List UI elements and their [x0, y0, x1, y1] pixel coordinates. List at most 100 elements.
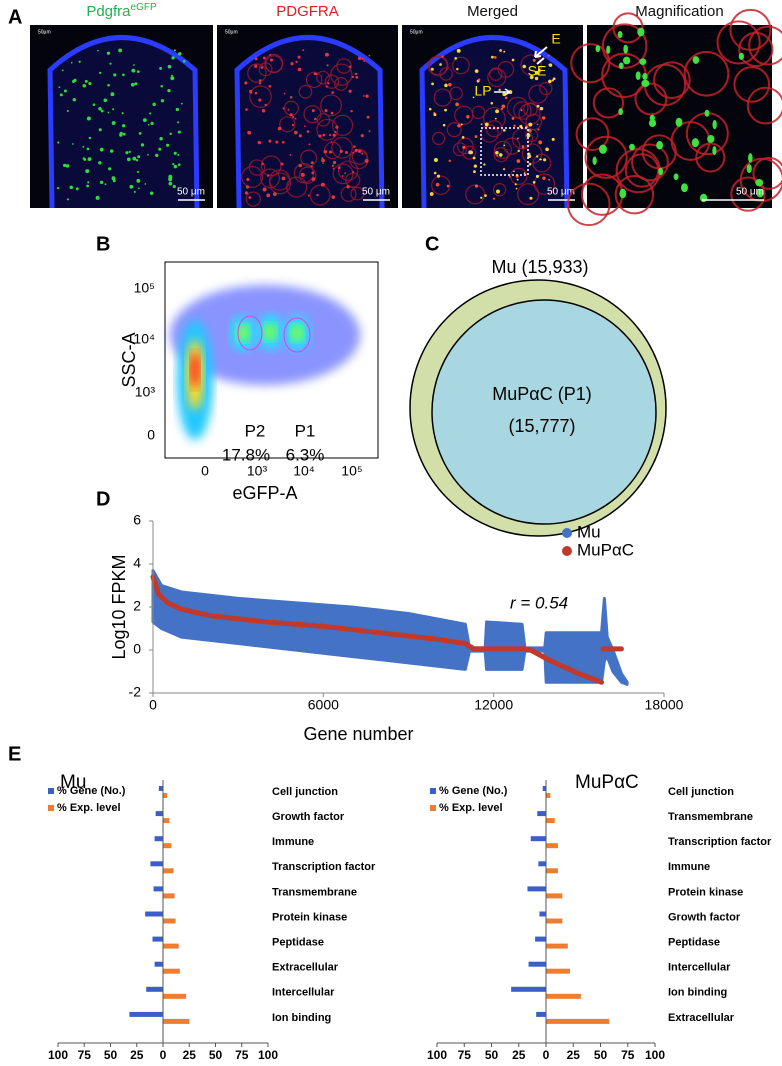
crypt [316, 70, 330, 85]
annotation: E [551, 31, 560, 47]
bar [546, 843, 558, 849]
crypt [489, 67, 503, 81]
bar [145, 911, 163, 917]
signal [65, 164, 70, 168]
crypt [298, 166, 317, 184]
signal [321, 158, 325, 163]
bar [546, 868, 558, 874]
crypt [298, 84, 313, 99]
signal [483, 163, 486, 166]
signal [72, 143, 74, 145]
signal [56, 186, 60, 190]
signal [468, 150, 473, 155]
signal [98, 128, 102, 132]
crypt [492, 182, 507, 197]
signal [71, 79, 76, 84]
signal [429, 192, 434, 196]
crypt [513, 101, 532, 120]
signal [136, 170, 140, 174]
crypt [614, 175, 655, 215]
signal [104, 183, 107, 186]
bar [129, 1011, 163, 1017]
signal [516, 137, 519, 140]
signal [529, 196, 533, 200]
bar [542, 786, 546, 791]
signal [84, 79, 88, 83]
signal [324, 109, 328, 113]
signal [619, 188, 627, 199]
signal [72, 98, 76, 102]
signal [290, 62, 294, 66]
signal [173, 151, 177, 155]
signal [69, 185, 73, 190]
panel-label: D [96, 488, 110, 510]
crypt [532, 153, 552, 173]
signal [344, 150, 348, 154]
crypt [465, 184, 486, 205]
signal [515, 187, 518, 190]
y-tick-label: 4 [133, 555, 141, 571]
category-label: Immune [272, 836, 314, 848]
annotation: SE [528, 63, 547, 79]
signal [623, 56, 631, 65]
signal [112, 179, 116, 183]
signal [503, 50, 506, 53]
bar [546, 793, 551, 798]
signal [484, 194, 487, 197]
signal [523, 172, 526, 175]
signal [358, 149, 362, 153]
crypt [730, 176, 766, 212]
signal [82, 145, 85, 148]
x-tick-label: 25 [183, 1048, 197, 1062]
signal [57, 141, 60, 144]
signal [648, 119, 657, 127]
signal [177, 163, 181, 167]
signal [455, 102, 459, 107]
signal [433, 113, 437, 117]
signal [332, 160, 337, 165]
signal [529, 75, 534, 80]
signal [323, 149, 328, 154]
crypt [683, 50, 730, 97]
signal [82, 83, 87, 88]
signal [334, 130, 337, 134]
signal [704, 109, 710, 117]
signal [86, 184, 89, 188]
crypt [452, 56, 470, 75]
signal [637, 27, 645, 37]
signal [474, 69, 479, 73]
legend-swatch [48, 788, 54, 794]
signal [331, 91, 334, 94]
signal [138, 132, 142, 135]
crypt [452, 142, 467, 157]
signal [303, 125, 306, 127]
signal [502, 128, 506, 132]
signal [496, 154, 499, 157]
crypt [533, 173, 556, 195]
signal [536, 155, 539, 158]
bar [546, 918, 563, 924]
signal [538, 69, 542, 73]
signal [128, 150, 131, 154]
signal [503, 144, 506, 147]
scale-bar-label: 50 μm [547, 187, 575, 198]
signal [328, 150, 332, 154]
panel-label: B [96, 233, 110, 255]
signal [316, 193, 319, 197]
signal [639, 58, 647, 65]
signal [490, 101, 494, 105]
crypt [309, 184, 331, 206]
signal [169, 132, 172, 136]
signal [298, 134, 302, 138]
crypt [634, 82, 668, 116]
category-label: Intercellular [272, 987, 335, 999]
signal [129, 184, 134, 189]
crypt [510, 167, 528, 185]
bar [511, 986, 546, 992]
signal [344, 172, 347, 174]
signal [480, 196, 483, 199]
crypt [249, 85, 272, 108]
signal [548, 63, 553, 67]
signal [477, 78, 481, 81]
